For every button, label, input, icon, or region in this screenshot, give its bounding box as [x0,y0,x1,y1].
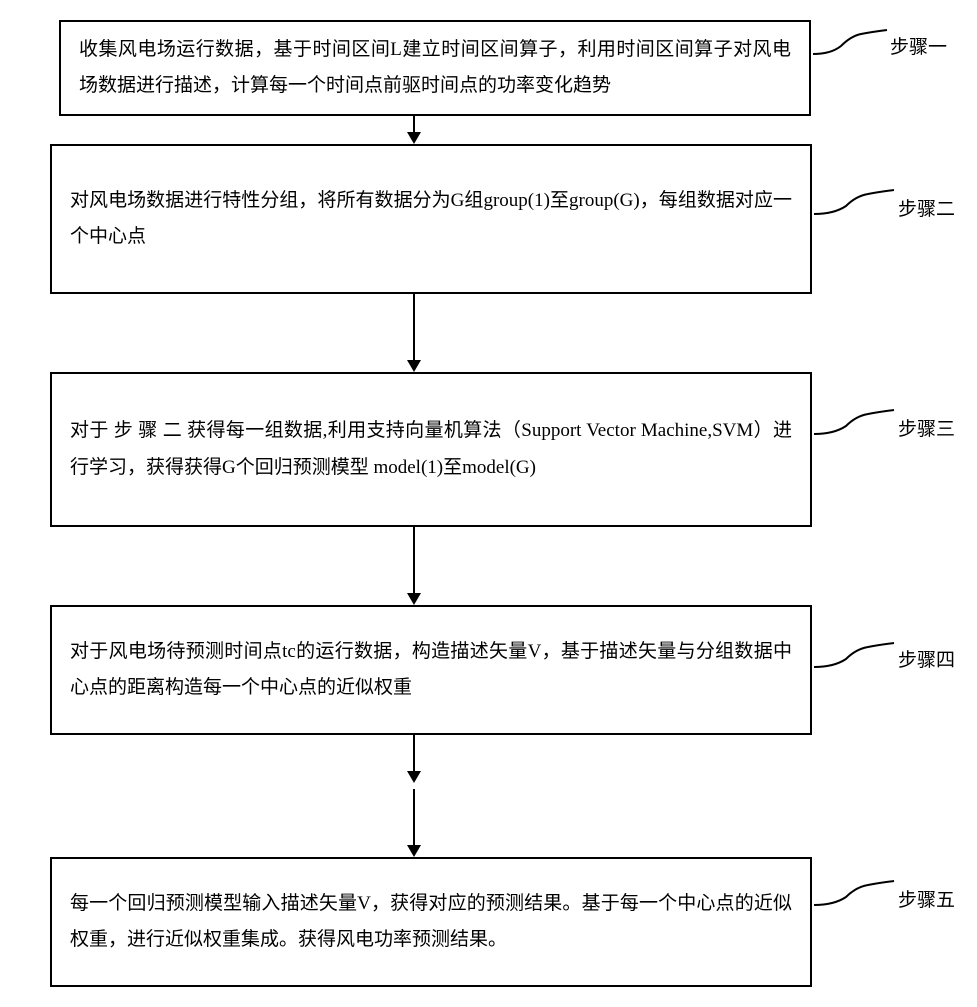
step-box-1: 收集风电场运行数据，基于时间区间L建立时间区间算子，利用时间区间算子对风电场数据… [59,20,811,116]
arrow-line-1 [413,116,415,132]
bracket-2 [814,186,896,216]
arrow-1 [407,116,421,144]
arrow-line-3 [413,527,415,593]
arrow-head-5 [407,845,421,857]
arrow-head-4 [407,771,421,783]
step-row-5: 每一个回归预测模型输入描述矢量V，获得对应的预测结果。基于每一个中心点的近似权重… [20,857,957,987]
bracket-4 [814,639,896,669]
step-box-2: 对风电场数据进行特性分组，将所有数据分为G组group(1)至group(G)，… [50,144,812,294]
arrow-3 [407,527,421,605]
step-text-4: 对于风电场待预测时间点tc的运行数据，构造描述矢量V，基于描述矢量与分组数据中心… [70,634,792,706]
arrow-line-2 [413,294,415,360]
bracket-3 [814,406,896,436]
step-label-4: 步骤四 [898,645,955,672]
arrow-line-4 [413,735,415,771]
bracket-5 [814,877,896,907]
arrow-head-2 [407,360,421,372]
step-row-2: 对风电场数据进行特性分组，将所有数据分为G组group(1)至group(G)，… [20,144,957,294]
arrow-4 [407,735,421,783]
arrow-line-5 [413,789,415,845]
flowchart-container: 收集风电场运行数据，基于时间区间L建立时间区间算子，利用时间区间算子对风电场数据… [20,20,957,987]
step-box-3: 对于 步 骤 二 获得每一组数据,利用支持向量机算法（Support Vecto… [50,372,812,527]
step-row-4: 对于风电场待预测时间点tc的运行数据，构造描述矢量V，基于描述矢量与分组数据中心… [20,605,957,735]
step-text-2: 对风电场数据进行特性分组，将所有数据分为G组group(1)至group(G)，… [70,183,792,255]
arrow-head-1 [407,132,421,144]
step-label-1: 步骤一 [890,32,947,59]
step-label-5: 步骤五 [898,885,955,912]
arrow-2 [407,294,421,372]
step-label-2: 步骤二 [898,194,955,221]
step-row-1: 收集风电场运行数据，基于时间区间L建立时间区间算子，利用时间区间算子对风电场数据… [20,20,957,116]
bracket-1 [813,26,889,56]
step-text-5: 每一个回归预测模型输入描述矢量V，获得对应的预测结果。基于每一个中心点的近似权重… [70,886,792,958]
step-box-5: 每一个回归预测模型输入描述矢量V，获得对应的预测结果。基于每一个中心点的近似权重… [50,857,812,987]
step-row-3: 对于 步 骤 二 获得每一组数据,利用支持向量机算法（Support Vecto… [20,372,957,527]
step-box-4: 对于风电场待预测时间点tc的运行数据，构造描述矢量V，基于描述矢量与分组数据中心… [50,605,812,735]
step-label-3: 步骤三 [898,414,955,441]
step-text-1: 收集风电场运行数据，基于时间区间L建立时间区间算子，利用时间区间算子对风电场数据… [79,32,791,104]
arrow-head-3 [407,593,421,605]
arrow-5 [407,789,421,857]
step-text-3: 对于 步 骤 二 获得每一组数据,利用支持向量机算法（Support Vecto… [70,413,792,485]
